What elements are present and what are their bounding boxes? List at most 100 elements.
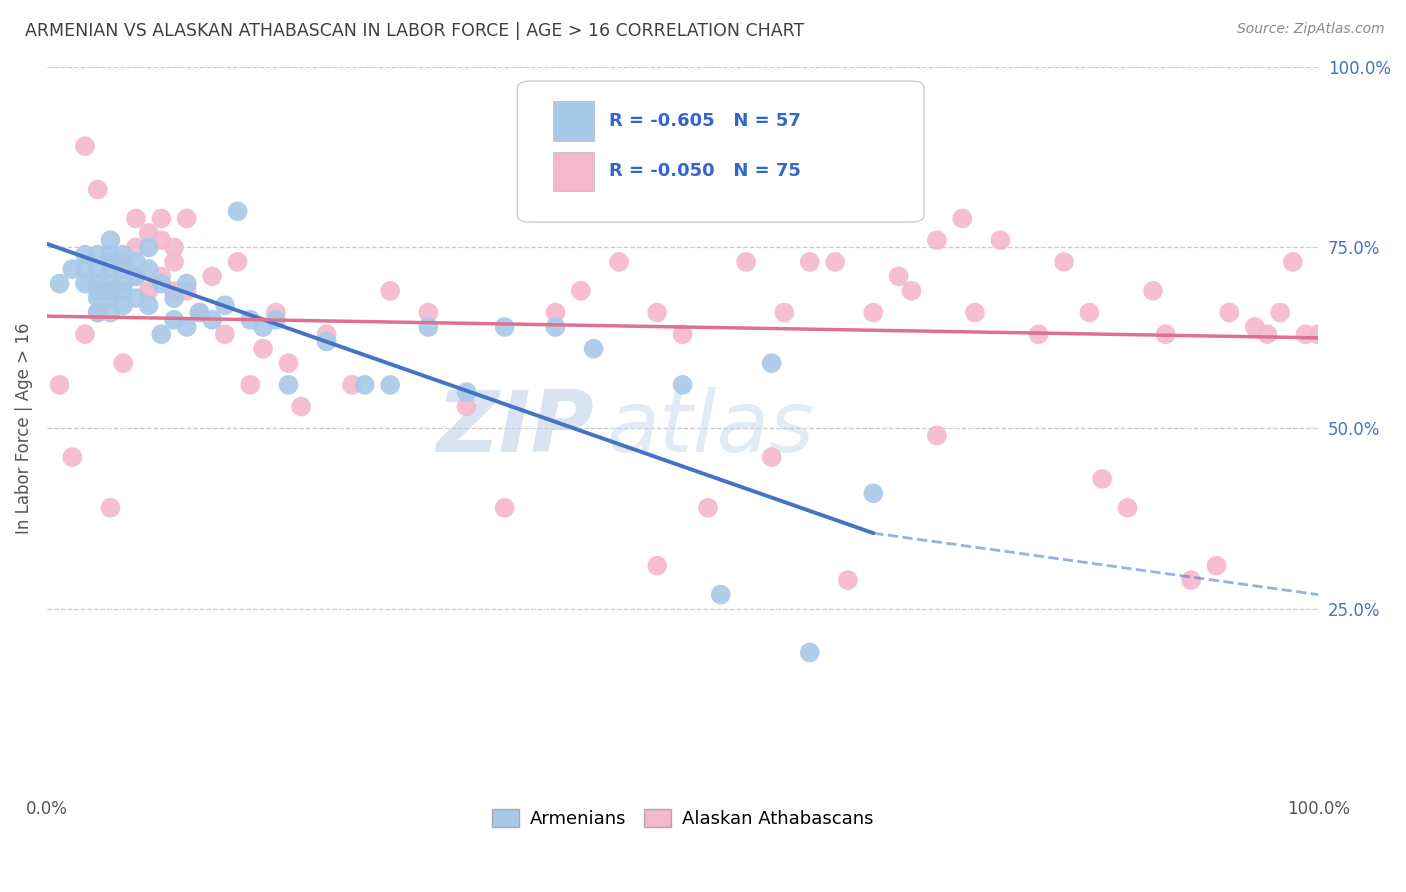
Point [239,377,262,392]
Point [87,277,110,291]
Point [1282,255,1305,269]
Text: R = -0.050   N = 75: R = -0.050 N = 75 [609,162,801,180]
Text: atlas: atlas [606,387,814,470]
Text: ZIP: ZIP [436,387,593,470]
Point [340,377,363,392]
Point [100,255,122,269]
Point [138,240,160,254]
Point [188,305,211,319]
Point [1256,327,1278,342]
Point [569,284,592,298]
Point [761,450,783,465]
Point [353,377,375,392]
Point [315,334,337,349]
Point [900,284,922,298]
Point [799,645,821,659]
Point [163,312,186,326]
Point [138,262,160,277]
Point [761,356,783,370]
Point [73,327,96,342]
Point [87,247,110,261]
Point [125,269,148,284]
Point [277,356,299,370]
Text: Source: ZipAtlas.com: Source: ZipAtlas.com [1237,22,1385,37]
Point [1308,327,1330,342]
Point [252,320,274,334]
Y-axis label: In Labor Force | Age > 16: In Labor Force | Age > 16 [15,323,32,534]
Point [645,305,668,319]
Point [163,255,186,269]
Point [100,284,122,298]
Point [1295,327,1317,342]
Point [990,233,1012,247]
Point [201,312,224,326]
Point [87,262,110,277]
Point [671,327,693,342]
Point [494,320,516,334]
Point [799,255,821,269]
Point [456,400,478,414]
Point [925,428,948,442]
Point [950,211,973,226]
Point [862,305,884,319]
Point [125,269,148,284]
Point [378,377,401,392]
Point [252,342,274,356]
Point [87,291,110,305]
Point [112,277,135,291]
Point [100,305,122,319]
Point [138,298,160,312]
Text: R = -0.605   N = 57: R = -0.605 N = 57 [609,112,801,130]
Point [176,211,198,226]
Point [1091,472,1114,486]
Point [100,233,122,247]
FancyBboxPatch shape [553,101,593,141]
Point [264,305,287,319]
Point [48,377,70,392]
Point [100,291,122,305]
Point [150,233,173,247]
Point [1180,573,1202,587]
Point [201,269,224,284]
Point [100,500,122,515]
Point [645,558,668,573]
Text: ARMENIAN VS ALASKAN ATHABASCAN IN LABOR FORCE | AGE > 16 CORRELATION CHART: ARMENIAN VS ALASKAN ATHABASCAN IN LABOR … [25,22,804,40]
Point [963,305,986,319]
Point [773,305,796,319]
Point [544,305,567,319]
Point [150,327,173,342]
Point [125,240,148,254]
Point [112,262,135,277]
Point [214,327,236,342]
Point [418,305,440,319]
Point [1154,327,1177,342]
Point [163,284,186,298]
Point [1078,305,1101,319]
Point [125,255,148,269]
Point [290,400,312,414]
Point [112,284,135,298]
Point [138,226,160,240]
Point [264,312,287,326]
Point [671,377,693,392]
Point [1243,320,1265,334]
Point [176,284,198,298]
Point [607,255,630,269]
Point [887,269,910,284]
Point [150,211,173,226]
Point [378,284,401,298]
Point [150,269,173,284]
Point [188,305,211,319]
FancyBboxPatch shape [517,81,924,222]
Point [277,377,299,392]
Point [1218,305,1240,319]
Point [87,305,110,319]
Point [87,183,110,197]
Point [176,277,198,291]
Point [73,247,96,261]
Point [112,298,135,312]
Point [60,450,83,465]
Point [1142,284,1164,298]
Point [150,277,173,291]
Point [100,262,122,277]
